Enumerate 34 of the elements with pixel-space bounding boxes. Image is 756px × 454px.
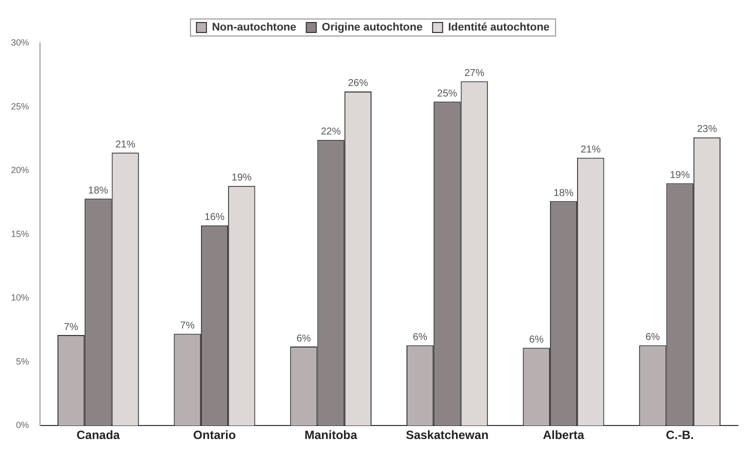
data-label: 6% [296,333,312,344]
y-tick-label: 15% [11,228,30,239]
data-label: 18% [553,188,574,199]
data-label: 21% [115,139,136,150]
y-tick-label: 0% [16,420,30,430]
x-tick-label: C.-B. [666,428,694,442]
y-tick-label: 30% [11,37,30,48]
data-label: 26% [348,78,368,90]
data-label: 6% [412,332,428,344]
legend-label: Origine autochtone [322,22,423,34]
x-tick-label: Manitoba [304,428,358,442]
x-tick-label: Saskatchewan [406,428,489,442]
y-tick-label: 25% [11,101,30,112]
data-label: 7% [64,322,78,333]
legend-label: Non-autochtone [212,22,296,34]
data-label: 27% [464,68,484,80]
y-tick-label: 10% [11,292,30,303]
data-label: 16% [204,212,225,224]
x-tick-label: Ontario [193,428,236,442]
legend-label: Identité autochtone [448,22,550,34]
x-tick-label: Alberta [542,428,584,442]
data-label: 22% [320,126,341,138]
data-label: 19% [232,172,252,184]
y-tick-label: 20% [11,165,30,176]
x-tick-label: Canada [76,428,120,442]
data-label: 19% [670,170,690,182]
y-tick-label: 5% [16,356,30,366]
data-label: 25% [437,88,458,100]
data-label: 7% [180,320,195,332]
data-label: 18% [88,185,108,196]
data-label: 23% [696,124,718,136]
data-label: 6% [645,332,660,344]
data-label: 21% [580,144,601,156]
data-label: 6% [529,334,544,346]
